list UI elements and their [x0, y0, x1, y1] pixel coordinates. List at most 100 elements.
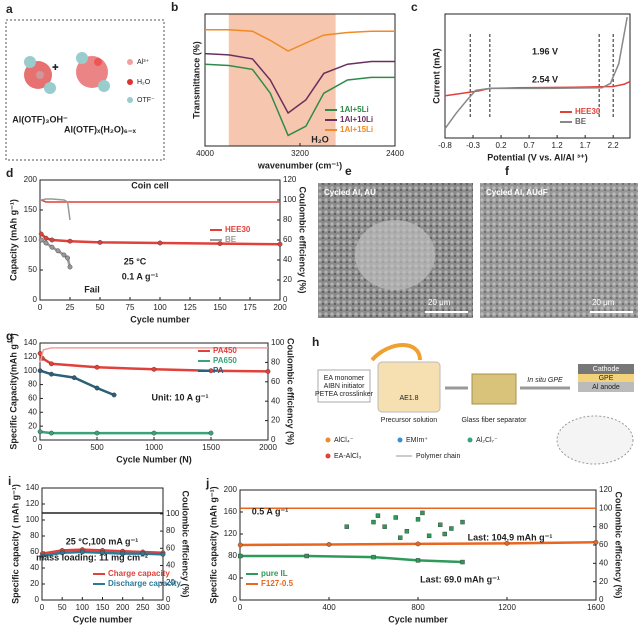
step-label: In situ GPE	[527, 377, 563, 384]
plus: ✚	[52, 63, 59, 72]
y-tick-label: 60	[28, 394, 37, 403]
x-tick-label: 1500	[202, 443, 220, 452]
x-tick-label: 3200	[291, 149, 309, 158]
beaker-label: AE1.8	[399, 395, 418, 402]
series-line	[39, 430, 211, 435]
series-line	[240, 554, 463, 564]
icon	[467, 437, 473, 443]
y-tick-label: 80	[28, 380, 37, 389]
legend-label: HEE30	[575, 107, 601, 116]
y2-tick-label: 100	[166, 509, 180, 518]
marker	[40, 553, 45, 559]
series-line	[204, 52, 395, 115]
marker	[208, 430, 214, 436]
y2-tick-label: 80	[283, 215, 292, 224]
x-tick-label: -0.3	[466, 141, 480, 150]
x-tick-label: -0.8	[438, 141, 452, 150]
y-tick-label: 80	[228, 551, 237, 560]
panel-label: c	[411, 0, 418, 14]
x-tick-label: 4000	[196, 149, 214, 158]
marker	[238, 553, 243, 559]
marker	[326, 542, 332, 547]
y2-tick-label: 20	[599, 577, 608, 586]
marker	[140, 551, 146, 556]
y-tick-label: 60	[30, 547, 39, 556]
panel-label: g	[6, 329, 13, 343]
y2-tick-label: 40	[166, 561, 175, 570]
x-tick-label: 200	[116, 603, 130, 612]
legend-label: 1Al+15Li	[340, 125, 373, 134]
marker	[151, 366, 157, 372]
panel-label: j	[205, 476, 209, 490]
y2-tick-label: 60	[283, 235, 292, 244]
marker	[237, 542, 243, 548]
x-tick-label: 250	[136, 603, 150, 612]
marker	[79, 549, 85, 555]
marker	[37, 429, 43, 435]
y2-tick-label: 40	[283, 255, 292, 264]
annotation: H₂O	[311, 134, 329, 144]
legend-label: PA	[213, 366, 224, 375]
icon	[325, 453, 331, 459]
marker	[398, 535, 403, 540]
marker	[442, 531, 447, 537]
y-tick-label: 20	[30, 579, 39, 588]
marker	[460, 559, 465, 565]
marker	[426, 533, 432, 539]
legend-label: Discharge capacity	[108, 579, 181, 588]
annotation: Fail	[84, 284, 100, 294]
x-tick-label: 50	[96, 303, 105, 312]
y-tick-label: 100	[24, 366, 38, 375]
marker	[38, 237, 44, 243]
y2-tick-label: 100	[271, 338, 285, 347]
annotation: Coin cell	[131, 180, 169, 190]
y-tick-label: 40	[28, 407, 37, 416]
y-tick-label: 200	[224, 485, 238, 494]
series-line	[40, 199, 280, 203]
icon	[127, 79, 133, 85]
marker	[49, 361, 54, 367]
x-axis-label: wavenumber (cm⁻¹)	[257, 160, 342, 170]
marker	[49, 371, 54, 377]
marker	[151, 430, 157, 436]
y2-tick-label: 0	[283, 295, 288, 304]
step-label: Precursor solution	[381, 417, 438, 424]
icon	[127, 97, 133, 103]
marker	[593, 539, 599, 545]
y2-tick-label: 100	[599, 503, 613, 512]
panel-label: f	[505, 164, 510, 178]
marker	[415, 517, 421, 522]
marker	[59, 550, 65, 556]
marker	[111, 392, 117, 398]
molecule	[76, 52, 110, 92]
legend-text: Al₂Cl₇⁻	[476, 437, 498, 444]
y-tick-label: 40	[30, 563, 39, 572]
y2-tick-label: 20	[283, 275, 292, 284]
marker	[393, 515, 398, 520]
marker	[415, 541, 421, 547]
x-tick-label: 200	[273, 303, 287, 312]
legend-label: PA450	[213, 346, 237, 355]
x-tick-label: 2400	[386, 149, 404, 158]
y-tick-label: 140	[26, 483, 40, 492]
marker	[49, 244, 55, 250]
layer	[578, 364, 634, 374]
series-line	[41, 198, 71, 221]
marker	[71, 375, 77, 381]
y-tick-label: 0	[33, 295, 38, 304]
layer-label: GPE	[599, 375, 614, 382]
marker	[382, 524, 387, 529]
x-axis-label: Cycle number	[130, 314, 190, 324]
y-tick-label: 0	[35, 595, 40, 604]
y2-axis-label: Coulombic efficiency (%)	[286, 338, 296, 445]
layer	[578, 382, 634, 392]
y2-tick-label: 0	[599, 595, 604, 604]
layer	[578, 374, 634, 382]
marker	[449, 526, 454, 531]
panel-h: h EA monomer AIBN initiator PETEA crossl…	[312, 335, 634, 465]
y2-tick-label: 0	[271, 435, 276, 444]
x-tick-label: 0	[238, 603, 243, 612]
layer-label: Al anode	[592, 384, 620, 391]
x-axis-label: Cycle number	[73, 614, 133, 624]
sem-image	[480, 183, 638, 318]
